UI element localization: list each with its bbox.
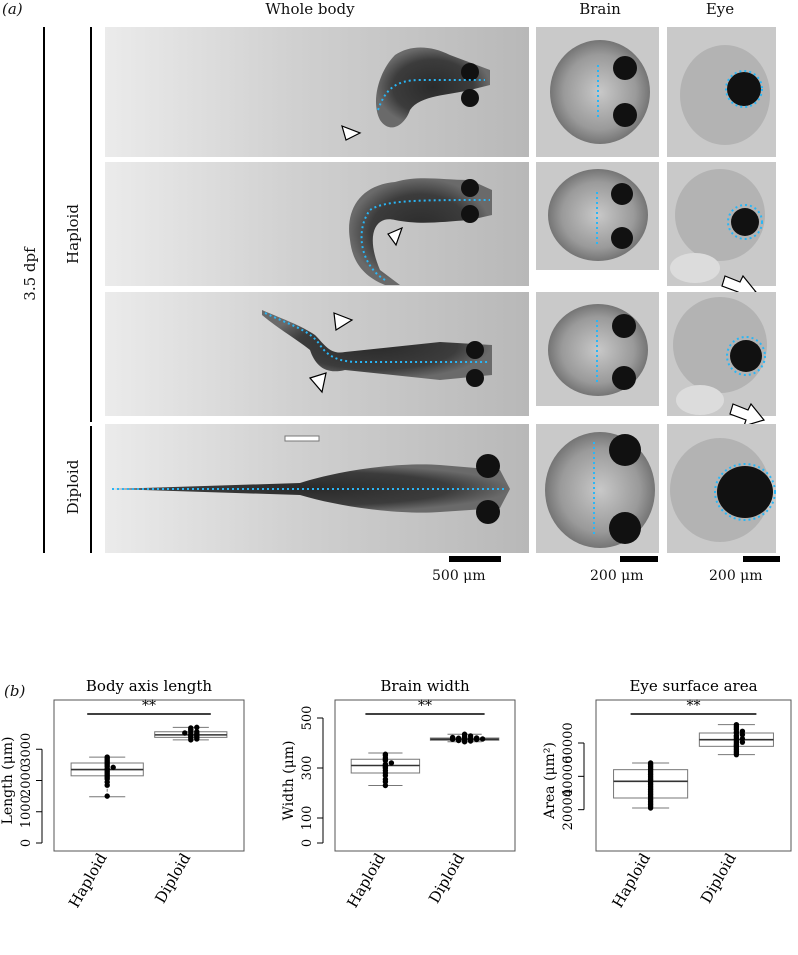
micrograph-grid	[105, 27, 780, 562]
chart-title: Body axis length	[86, 677, 213, 695]
y-axis-label: Length (μm)	[0, 737, 16, 825]
scale-label-brain: 200 μm	[590, 568, 644, 584]
data-point	[449, 734, 456, 741]
stage-bracket-line	[43, 27, 45, 553]
whole-body-haploid-2-image	[105, 162, 529, 286]
eye-diploid-image	[667, 424, 776, 553]
data-point	[382, 751, 389, 757]
whole-body-haploid-3-image	[105, 292, 529, 416]
data-point	[104, 754, 110, 760]
data-point	[733, 721, 740, 728]
eye-haploid-1-image	[667, 27, 776, 157]
panel-a-label: (a)	[2, 0, 23, 18]
scale-label-eye: 200 μm	[709, 568, 763, 584]
data-point	[110, 764, 116, 771]
scale-bar-eye	[743, 556, 780, 562]
haploid-bracket-line	[90, 27, 92, 422]
plot-frame	[53, 699, 245, 852]
x-tick-label: Diploid	[425, 850, 468, 907]
x-tick-label: Haploid	[343, 850, 389, 911]
whole-body-diploid-image	[105, 424, 529, 553]
data-point	[382, 776, 389, 782]
y-axis-label: Width (μm)	[281, 741, 297, 821]
x-tick-label: Haploid	[609, 850, 655, 911]
data-point	[739, 736, 746, 742]
data-point	[194, 724, 200, 731]
brain-haploid-2-image	[536, 162, 659, 270]
y-tick-label: 40000	[561, 756, 576, 797]
chart-title: Eye surface area	[629, 677, 757, 695]
data-point	[455, 735, 462, 741]
x-tick-label: Diploid	[151, 850, 194, 907]
data-point	[194, 729, 200, 735]
column-header-whole-body: Whole body	[265, 0, 355, 18]
column-header-brain: Brain	[579, 0, 621, 18]
brain-haploid-3-image	[536, 292, 659, 406]
y-axis-label: Area (μm²)	[542, 742, 558, 820]
x-tick-label: Diploid	[697, 850, 740, 907]
y-tick-label: 60000	[561, 722, 576, 763]
y-tick-label: 300	[300, 756, 315, 781]
data-point	[647, 760, 654, 766]
plot-frame	[595, 699, 792, 852]
x-tick-label: Haploid	[65, 850, 111, 911]
brain-diploid-image	[536, 424, 659, 553]
chart-title: Brain width	[380, 677, 470, 695]
significance-label: **	[142, 698, 156, 714]
scale-bar-whole-body	[449, 556, 501, 562]
data-point	[382, 761, 389, 767]
y-tick-label: 2000	[19, 764, 34, 797]
data-point	[104, 793, 110, 799]
data-point	[467, 733, 474, 739]
column-header-eye: Eye	[705, 0, 735, 18]
y-tick-label: 0	[19, 839, 34, 847]
plot-frame	[334, 699, 516, 852]
y-tick-label: 3000	[19, 733, 34, 766]
scale-label-whole-body: 500 μm	[432, 568, 486, 584]
diploid-bracket-line	[90, 426, 92, 553]
data-point	[188, 725, 194, 731]
significance-label: **	[418, 698, 432, 714]
y-tick-label: 100	[300, 806, 315, 831]
y-tick-label: 500	[300, 706, 315, 731]
scale-bar-brain	[620, 556, 658, 562]
data-point	[479, 736, 486, 742]
brain-haploid-1-image	[536, 27, 659, 157]
y-tick-label: 20000	[561, 789, 576, 830]
significance-label: **	[687, 698, 701, 714]
data-point	[739, 728, 746, 735]
eye-haploid-3-image	[667, 292, 776, 427]
y-tick-label: 1000	[19, 795, 34, 828]
panel-b-label: (b)	[4, 682, 26, 700]
whole-body-haploid-1-image	[105, 27, 529, 157]
data-point	[182, 730, 188, 736]
eye-haploid-2-image	[667, 162, 776, 299]
y-tick-label: 0	[300, 839, 315, 847]
data-point	[388, 760, 395, 766]
data-point	[461, 731, 468, 737]
data-point	[382, 782, 389, 789]
data-point	[473, 735, 480, 741]
